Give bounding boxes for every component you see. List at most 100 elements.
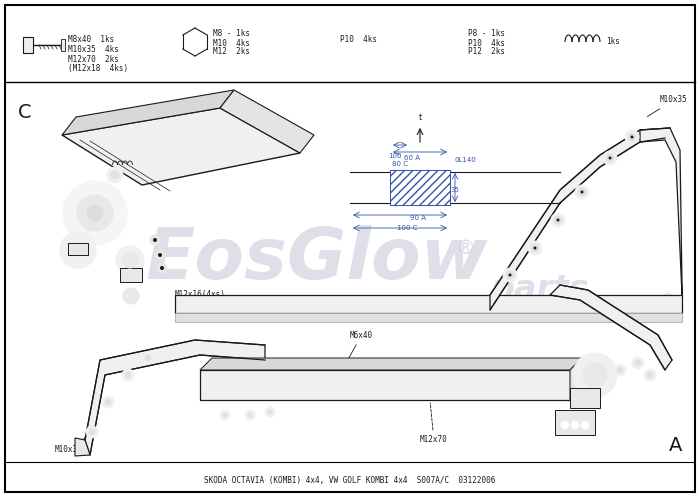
Circle shape <box>647 372 653 378</box>
Bar <box>68 243 88 255</box>
Circle shape <box>628 133 636 141</box>
Text: 0L140: 0L140 <box>454 157 476 163</box>
Bar <box>555 410 595 435</box>
Text: P12  2ks: P12 2ks <box>468 48 505 57</box>
Circle shape <box>105 399 111 405</box>
Circle shape <box>245 410 255 420</box>
Circle shape <box>267 410 272 414</box>
Circle shape <box>145 355 151 361</box>
Circle shape <box>581 421 589 429</box>
Bar <box>175 295 682 313</box>
Circle shape <box>223 413 228 417</box>
Circle shape <box>561 421 569 429</box>
Text: P8 - 1ks: P8 - 1ks <box>468 29 505 38</box>
Text: 90 A: 90 A <box>410 215 426 221</box>
Text: M12x70  2ks: M12x70 2ks <box>68 55 119 64</box>
Text: M12  2ks: M12 2ks <box>213 48 250 57</box>
Text: M12x16(4xs): M12x16(4xs) <box>175 291 226 300</box>
Circle shape <box>158 253 162 257</box>
Circle shape <box>150 235 160 245</box>
Text: 60 A: 60 A <box>404 155 420 161</box>
Polygon shape <box>550 285 672 370</box>
Bar <box>390 170 450 205</box>
Circle shape <box>631 136 634 139</box>
Circle shape <box>102 396 114 408</box>
Circle shape <box>443 35 457 49</box>
Circle shape <box>580 190 584 193</box>
Text: parts: parts <box>490 273 589 307</box>
Circle shape <box>533 247 536 249</box>
Circle shape <box>503 268 517 282</box>
Circle shape <box>86 426 98 438</box>
Bar <box>61 39 65 51</box>
Circle shape <box>578 188 586 196</box>
Text: M8x40  1ks: M8x40 1ks <box>68 34 114 44</box>
Circle shape <box>189 36 201 48</box>
Bar <box>200 370 570 400</box>
Circle shape <box>556 219 559 222</box>
Text: ®: ® <box>660 293 674 307</box>
Text: 100 C: 100 C <box>397 225 417 231</box>
Circle shape <box>123 288 139 304</box>
Polygon shape <box>200 358 582 370</box>
Text: ®: ® <box>455 239 475 257</box>
Circle shape <box>554 216 562 224</box>
Circle shape <box>608 157 612 160</box>
Polygon shape <box>220 90 314 153</box>
Circle shape <box>265 407 275 417</box>
Text: EosGlow: EosGlow <box>145 226 487 295</box>
Circle shape <box>617 367 623 373</box>
Text: M10x35: M10x35 <box>55 434 90 454</box>
Circle shape <box>107 167 123 183</box>
Circle shape <box>89 429 95 435</box>
Text: M6x40: M6x40 <box>346 331 373 362</box>
Circle shape <box>155 250 165 260</box>
Polygon shape <box>62 108 300 185</box>
Bar <box>390 170 450 205</box>
Polygon shape <box>62 90 234 135</box>
Circle shape <box>603 151 617 165</box>
Circle shape <box>160 266 164 270</box>
Text: M10x35  4ks: M10x35 4ks <box>68 45 119 54</box>
Text: M8 - 1ks: M8 - 1ks <box>213 29 250 38</box>
Circle shape <box>87 205 103 221</box>
Bar <box>175 313 682 322</box>
Text: M12x70: M12x70 <box>420 403 448 444</box>
Circle shape <box>635 360 641 366</box>
Text: SKODA OCTAVIA (KOMBI) 4x4, VW GOLF KOMBI 4x4  S007A/C  03122006: SKODA OCTAVIA (KOMBI) 4x4, VW GOLF KOMBI… <box>204 476 496 485</box>
Text: 35: 35 <box>451 187 459 193</box>
Circle shape <box>308 35 322 49</box>
Circle shape <box>116 246 144 274</box>
Circle shape <box>122 369 134 381</box>
Polygon shape <box>85 340 265 455</box>
Circle shape <box>153 238 157 242</box>
Circle shape <box>248 413 253 417</box>
Text: 80 C: 80 C <box>392 161 408 167</box>
Circle shape <box>506 271 514 279</box>
Circle shape <box>60 232 96 268</box>
Text: A: A <box>668 436 682 455</box>
Bar <box>570 388 600 408</box>
Bar <box>23 37 33 53</box>
Text: 1ks: 1ks <box>606 37 620 47</box>
Polygon shape <box>570 358 582 400</box>
Circle shape <box>625 130 639 144</box>
Polygon shape <box>490 128 670 310</box>
Text: M10  4ks: M10 4ks <box>213 38 250 48</box>
Polygon shape <box>640 128 682 295</box>
Circle shape <box>551 213 565 227</box>
Circle shape <box>125 372 131 378</box>
Circle shape <box>632 357 644 369</box>
Circle shape <box>575 185 589 199</box>
Text: P10  4ks: P10 4ks <box>340 34 377 44</box>
Circle shape <box>220 410 230 420</box>
Circle shape <box>614 364 626 376</box>
Circle shape <box>157 263 167 273</box>
Circle shape <box>606 154 614 162</box>
Circle shape <box>573 353 617 397</box>
Text: t: t <box>419 113 421 122</box>
Circle shape <box>63 181 127 245</box>
Text: (M12x18  4ks): (M12x18 4ks) <box>68 65 128 74</box>
Circle shape <box>644 369 656 381</box>
Bar <box>120 268 142 282</box>
